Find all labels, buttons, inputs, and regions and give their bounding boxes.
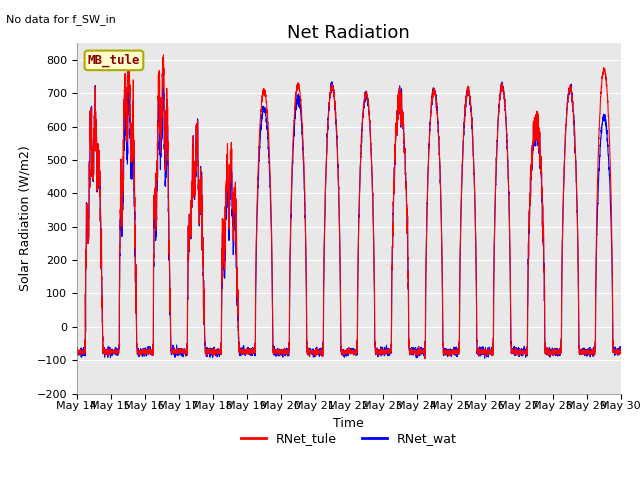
- RNet_wat: [398, 114, 406, 120]
- Text: MB_tule: MB_tule: [88, 54, 140, 67]
- RNet_tule: [398, 113, 406, 119]
- Line: RNet_wat: RNet_wat: [77, 77, 621, 359]
- RNet_tule: [617, 348, 625, 354]
- RNet_wat: [186, 230, 193, 236]
- RNet_wat: [73, 348, 81, 354]
- RNet_tule: [186, 230, 193, 236]
- RNet_tule: [539, 213, 547, 218]
- RNet_tule: [421, 356, 429, 361]
- RNet_wat: [617, 349, 625, 355]
- RNet_tule: [73, 348, 81, 354]
- RNet_wat: [369, 207, 377, 213]
- Legend: RNet_tule, RNet_wat: RNet_tule, RNet_wat: [236, 427, 461, 450]
- RNet_tule: [525, 223, 532, 229]
- RNet_tule: [159, 52, 167, 58]
- Title: Net Radiation: Net Radiation: [287, 24, 410, 42]
- Text: No data for f_SW_in: No data for f_SW_in: [6, 14, 116, 25]
- RNet_wat: [421, 356, 429, 361]
- Y-axis label: Solar Radiation (W/m2): Solar Radiation (W/m2): [18, 145, 31, 291]
- RNet_tule: [499, 80, 506, 86]
- RNet_wat: [159, 74, 167, 80]
- RNet_wat: [499, 79, 506, 85]
- X-axis label: Time: Time: [333, 417, 364, 430]
- RNet_wat: [525, 225, 532, 231]
- RNet_tule: [369, 206, 377, 212]
- Line: RNet_tule: RNet_tule: [77, 55, 621, 359]
- RNet_wat: [539, 216, 547, 222]
